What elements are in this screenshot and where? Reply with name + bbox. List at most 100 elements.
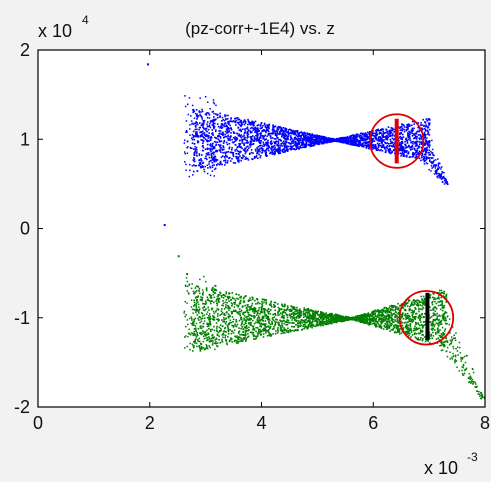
data-point — [212, 101, 215, 104]
data-point — [212, 315, 214, 317]
data-point — [337, 320, 340, 322]
data-point — [257, 129, 260, 132]
data-point — [340, 139, 342, 141]
data-point — [190, 137, 193, 139]
data-point — [289, 143, 292, 145]
data-point — [440, 178, 443, 180]
data-point — [237, 311, 240, 314]
data-point — [264, 126, 267, 128]
data-point — [417, 305, 419, 307]
data-point — [387, 324, 389, 326]
data-point — [279, 312, 282, 314]
data-point — [215, 104, 217, 107]
data-point — [253, 137, 256, 140]
data-point — [221, 120, 223, 122]
data-point — [355, 140, 358, 142]
data-point — [204, 309, 206, 312]
data-point — [219, 146, 222, 148]
data-point — [403, 155, 406, 157]
data-point — [242, 135, 244, 138]
data-point — [256, 124, 259, 127]
data-point — [381, 134, 383, 136]
data-point — [367, 143, 369, 146]
data-point — [391, 308, 394, 311]
data-point — [411, 334, 414, 336]
data-point — [426, 137, 428, 139]
data-point — [203, 132, 206, 134]
data-point — [196, 128, 198, 131]
data-point — [238, 161, 240, 163]
data-point — [421, 141, 423, 143]
data-point — [254, 130, 257, 133]
data-point — [415, 154, 418, 156]
data-point — [273, 147, 276, 150]
data-point — [432, 161, 434, 163]
data-point — [221, 134, 224, 137]
data-point — [344, 136, 347, 139]
data-point — [259, 147, 261, 150]
data-point — [318, 142, 320, 144]
data-point — [239, 143, 241, 146]
data-point — [250, 306, 252, 308]
data-point — [418, 137, 420, 139]
data-point — [253, 121, 256, 124]
data-point — [193, 305, 195, 307]
data-point — [320, 317, 322, 320]
data-point — [276, 128, 278, 131]
data-point — [424, 324, 426, 326]
data-point — [428, 154, 430, 156]
data-point — [202, 142, 204, 145]
data-point — [430, 165, 433, 167]
data-point — [284, 149, 286, 151]
data-point — [357, 144, 359, 147]
data-point — [253, 312, 256, 315]
data-point — [426, 120, 428, 122]
data-point — [444, 311, 447, 313]
data-point — [404, 143, 407, 146]
data-point — [388, 135, 391, 137]
data-point — [341, 319, 343, 321]
data-point — [266, 125, 269, 128]
data-point — [200, 166, 203, 169]
data-point — [364, 137, 366, 140]
data-point — [379, 324, 382, 327]
data-point — [292, 311, 294, 314]
data-point — [194, 128, 196, 131]
data-point — [307, 326, 310, 329]
data-point — [367, 322, 370, 324]
data-point — [218, 335, 220, 338]
data-point — [317, 318, 319, 321]
data-point — [422, 334, 424, 336]
data-point — [257, 152, 259, 154]
data-point — [303, 135, 305, 138]
data-point — [268, 134, 270, 136]
data-point — [183, 151, 186, 153]
data-point — [251, 126, 253, 129]
data-point — [385, 146, 387, 149]
data-point — [336, 315, 339, 318]
data-point — [390, 329, 393, 331]
data-point — [361, 320, 363, 322]
data-point — [187, 146, 189, 148]
data-point — [253, 328, 255, 330]
data-point — [195, 336, 198, 338]
data-point — [375, 137, 378, 139]
data-point — [237, 126, 240, 129]
data-point — [309, 137, 312, 140]
data-point — [224, 326, 227, 329]
data-point — [225, 151, 228, 153]
data-point — [418, 150, 421, 153]
data-point — [359, 140, 361, 142]
data-point — [256, 152, 258, 155]
data-point — [224, 159, 227, 162]
data-point — [221, 116, 224, 119]
data-point — [358, 144, 360, 147]
data-point — [415, 323, 417, 326]
data-point — [363, 138, 366, 141]
data-point — [271, 128, 274, 130]
data-point — [204, 300, 207, 302]
data-point — [307, 135, 309, 138]
data-point — [416, 299, 418, 301]
data-point — [240, 125, 242, 128]
data-point — [223, 308, 226, 310]
